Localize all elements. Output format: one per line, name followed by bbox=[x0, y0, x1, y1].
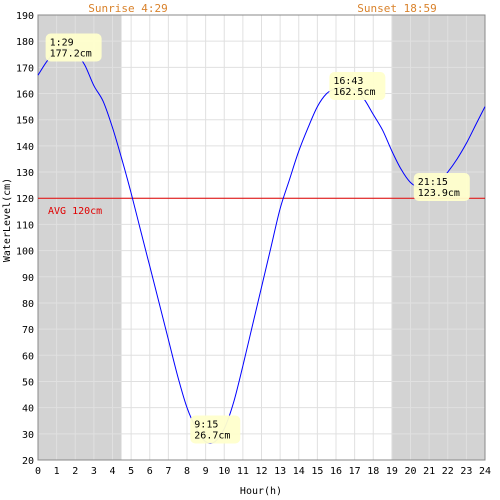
sunrise-label: Sunrise 4:29 bbox=[88, 2, 167, 15]
extremum-level: 26.7cm bbox=[194, 430, 230, 441]
x-tick-label: 22 bbox=[442, 466, 454, 477]
grid bbox=[37, 14, 486, 461]
extremum-level: 177.2cm bbox=[50, 49, 92, 60]
x-tick-label: 7 bbox=[165, 466, 171, 477]
x-tick-label: 0 bbox=[35, 466, 41, 477]
x-tick-label: 13 bbox=[274, 466, 286, 477]
y-tick-label: 90 bbox=[22, 273, 34, 284]
avg-label: AVG 120cm bbox=[48, 206, 102, 217]
extremum-box bbox=[413, 173, 470, 202]
extremum-time: 16:43 bbox=[333, 76, 363, 87]
y-tick-label: 140 bbox=[16, 142, 34, 153]
tide-line bbox=[37, 47, 486, 444]
x-tick-label: 9 bbox=[203, 466, 209, 477]
y-tick-label: 70 bbox=[22, 325, 34, 336]
x-tick-label: 15 bbox=[311, 466, 323, 477]
plot-frame bbox=[37, 14, 486, 461]
extremum-time: 9:15 bbox=[194, 419, 218, 430]
x-tick-label: 24 bbox=[479, 466, 491, 477]
extremum-box bbox=[190, 415, 241, 444]
y-tick-label: 150 bbox=[16, 116, 34, 127]
night-shading bbox=[38, 15, 485, 460]
axis-ticks: 0 1 2 3 4 5 6 7 8 9 10 11 12 13 14 15 16 17 18 19 20 21 22 23 24… bbox=[16, 11, 491, 477]
y-tick-label: 170 bbox=[16, 63, 34, 74]
x-tick-label: 14 bbox=[293, 466, 305, 477]
x-tick-label: 18 bbox=[367, 466, 379, 477]
x-tick-label: 10 bbox=[218, 466, 230, 477]
extremum-time: 1:29 bbox=[50, 38, 74, 49]
x-tick-label: 11 bbox=[237, 466, 249, 477]
y-tick-label: 120 bbox=[16, 194, 34, 205]
y-tick-label: 110 bbox=[16, 220, 34, 231]
x-tick-label: 23 bbox=[460, 466, 472, 477]
extremum-level: 123.9cm bbox=[418, 188, 460, 199]
x-tick-label: 4 bbox=[109, 466, 115, 477]
x-tick-label: 17 bbox=[349, 466, 361, 477]
extremum-level: 162.5cm bbox=[333, 87, 375, 98]
sunset-label: Sunset 18:59 bbox=[357, 2, 436, 15]
night-band-evening bbox=[391, 15, 485, 460]
x-tick-label: 19 bbox=[386, 466, 398, 477]
y-tick-label: 160 bbox=[16, 90, 34, 101]
y-tick-label: 80 bbox=[22, 299, 34, 310]
x-tick-label: 16 bbox=[330, 466, 342, 477]
y-tick-label: 50 bbox=[22, 377, 34, 388]
x-tick-label: 12 bbox=[255, 466, 267, 477]
x-tick-label: 8 bbox=[184, 466, 190, 477]
x-tick-label: 3 bbox=[91, 466, 97, 477]
extremum-box bbox=[329, 71, 386, 100]
night-band-morning bbox=[38, 15, 122, 460]
x-tick-label: 1 bbox=[54, 466, 60, 477]
y-axis-title: WaterLevel(cm) bbox=[2, 178, 13, 262]
y-tick-label: 60 bbox=[22, 351, 34, 362]
y-tick-label: 130 bbox=[16, 168, 34, 179]
x-tick-label: 2 bbox=[72, 466, 78, 477]
y-tick-label: 20 bbox=[22, 456, 34, 467]
x-tick-label: 21 bbox=[423, 466, 435, 477]
y-tick-label: 180 bbox=[16, 37, 34, 48]
y-tick-label: 30 bbox=[22, 430, 34, 441]
x-tick-label: 5 bbox=[128, 466, 134, 477]
x-tick-label: 20 bbox=[404, 466, 416, 477]
x-tick-label: 6 bbox=[147, 466, 153, 477]
x-axis-title: Hour(h) bbox=[240, 486, 282, 497]
y-tick-label: 100 bbox=[16, 247, 34, 258]
y-tick-label: 40 bbox=[22, 404, 34, 415]
y-tick-label: 190 bbox=[16, 11, 34, 22]
tide-line-layer bbox=[37, 47, 486, 444]
extremum-time: 21:15 bbox=[418, 177, 448, 188]
extremum-box bbox=[45, 33, 102, 62]
